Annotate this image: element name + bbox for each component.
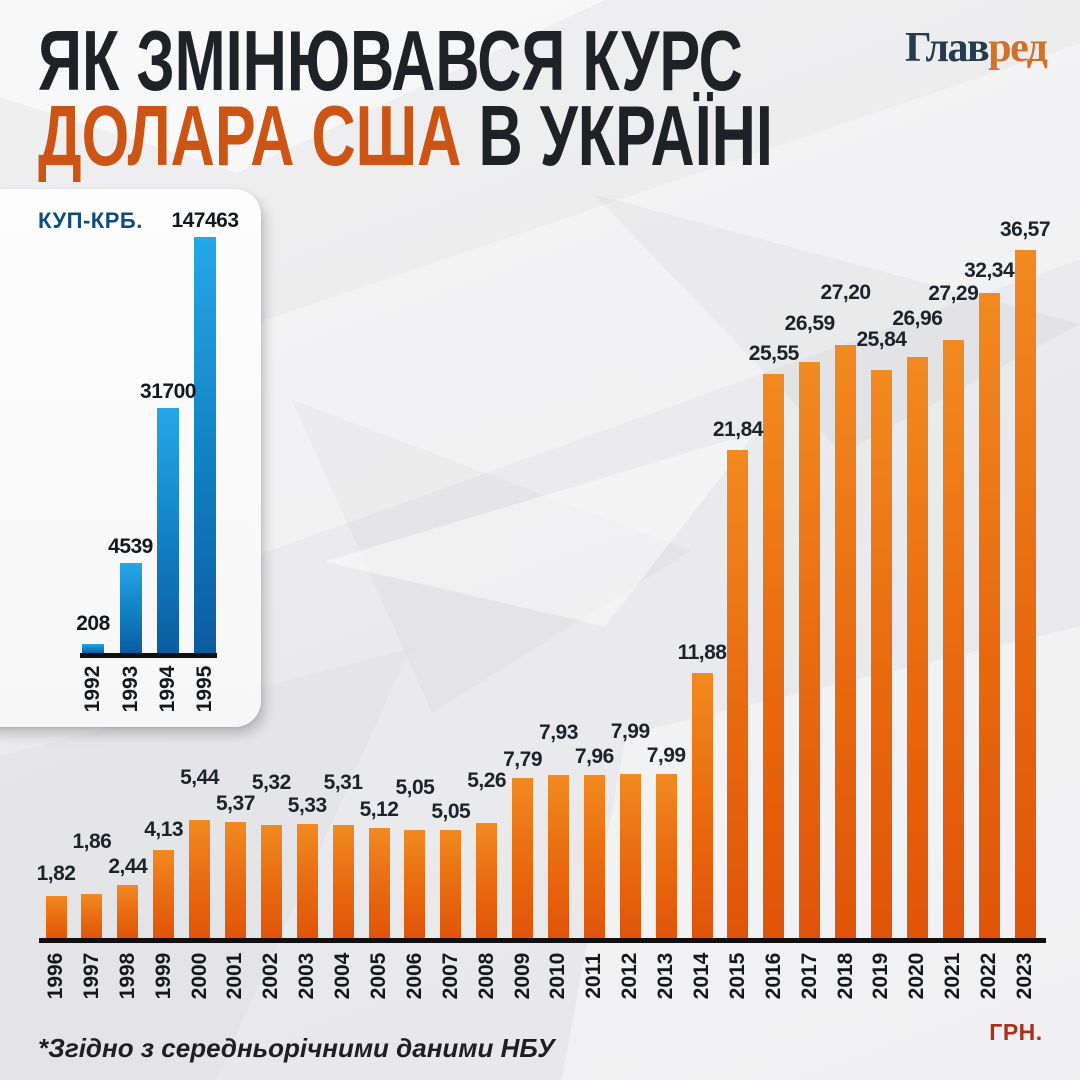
bar-value-label-2015: 21,84	[712, 418, 764, 441]
bar-value-label-2010: 7,93	[539, 721, 578, 744]
x-axis-label-1998: 1998	[115, 952, 139, 1000]
bar-value-label-2021: 27,29	[928, 282, 979, 305]
bar-2012	[619, 774, 641, 940]
x-axis-label-2004: 2004	[331, 952, 355, 1000]
bar-1996	[45, 896, 67, 940]
x-axis-label-1999: 1999	[151, 952, 175, 1000]
x-axis-label-2003: 2003	[295, 952, 319, 1000]
logo-part-orange: ред	[988, 25, 1048, 71]
x-axis-label-2017: 2017	[797, 952, 821, 1000]
bar-2021	[942, 340, 964, 940]
bar-2001	[224, 822, 246, 940]
page-title-rest: В УКРАЇНІ	[478, 89, 773, 184]
bar-2007	[440, 830, 462, 940]
bar-2002	[260, 825, 282, 940]
x-axis-label-2000: 2000	[187, 952, 211, 1000]
bar-2016	[763, 374, 785, 940]
bar-value-label-2007: 5,05	[431, 800, 471, 823]
x-axis-label-2009: 2009	[510, 952, 534, 1000]
page-title-accent: ДОЛАРА США	[38, 89, 462, 184]
bar-value-label-2014: 11,88	[677, 641, 727, 664]
bar-value-label-2005: 5,12	[359, 798, 399, 821]
x-axis-label-2022: 2022	[977, 952, 1001, 1000]
x-axis-label-2012: 2012	[618, 952, 642, 1000]
bar-value-label-2013: 7,99	[646, 744, 686, 767]
bar-2004	[332, 825, 354, 940]
bar-value-label-2002: 5,32	[251, 771, 291, 794]
bar-2014	[691, 673, 713, 940]
bar-2006	[404, 830, 426, 940]
x-axis-label-2015: 2015	[725, 952, 749, 1000]
x-axis-label-2020: 2020	[905, 952, 929, 1000]
x-axis-label-2023: 2023	[1013, 952, 1037, 1000]
bar-2020	[906, 357, 928, 940]
bar-value-label-2022: 32,34	[964, 259, 1015, 282]
bar-2011	[583, 775, 605, 940]
bar-value-label-2004: 5,31	[323, 771, 363, 794]
x-axis-label-2010: 2010	[546, 952, 570, 1000]
x-axis-label-2006: 2006	[402, 952, 426, 1000]
bar-value-label-1996: 1,82	[36, 862, 76, 885]
inset-chart-card	[0, 189, 261, 727]
logo-part-navy: Глав	[905, 25, 990, 71]
bar-value-label-2003: 5,33	[287, 794, 327, 817]
bar-value-label-2001: 5,37	[216, 792, 255, 815]
bar-value-label-2009: 7,79	[503, 748, 542, 771]
bar-value-label-2023: 36,57	[999, 218, 1051, 241]
bar-value-label-2020: 26,96	[892, 307, 943, 330]
bar-value-label-2000: 5,44	[180, 766, 219, 789]
inset-unit-label: КУП-КРБ.	[38, 208, 143, 233]
x-axis-label-2005: 2005	[367, 952, 390, 1000]
x-axis-label-2016: 2016	[761, 952, 785, 1000]
bar-2019	[870, 370, 892, 940]
source-footnote: *Згідно з середньорічними даними НБУ	[38, 1033, 555, 1063]
x-axis-label-2011: 2011	[582, 953, 606, 999]
bar-2003	[296, 824, 318, 940]
bar-value-label-2017: 26,59	[784, 312, 836, 335]
bar-value-label-2006: 5,05	[395, 776, 435, 799]
bar-2013	[655, 774, 677, 940]
bar-2005	[368, 828, 390, 940]
x-axis-label-2007: 2007	[438, 952, 462, 1000]
bar-2015	[727, 450, 749, 940]
x-axis-label-2018: 2018	[833, 952, 857, 1000]
x-axis-label-1997: 1997	[79, 952, 103, 1000]
x-axis-label-2021: 2021	[941, 952, 965, 1000]
bar-value-label-2018: 27,20	[820, 281, 872, 304]
bar-value-label-2008: 5,26	[467, 769, 507, 792]
x-axis-label-2013: 2013	[654, 952, 678, 1000]
page-title-line2: ДОЛАРА США В УКРАЇНІ	[38, 94, 773, 179]
bar-value-label-2019: 25,84	[856, 328, 907, 351]
bar-2009	[512, 778, 534, 940]
bar-value-label-2012: 7,99	[610, 720, 650, 743]
bar-1999	[153, 850, 175, 940]
x-axis-label-2001: 2001	[223, 952, 247, 1000]
bar-2000	[189, 820, 211, 940]
bar-2022	[978, 293, 1000, 940]
bar-2018	[835, 345, 857, 940]
page-title: ЯК ЗМІНЮВАВСЯ КУРС ДОЛАРА США В УКРАЇНІ	[38, 14, 773, 179]
bar-value-label-1998: 2,44	[108, 855, 148, 878]
bar-2010	[547, 775, 569, 940]
x-axis-label-2019: 2019	[869, 952, 893, 1000]
bar-value-label-1999: 4,13	[144, 818, 184, 841]
x-axis-label-2008: 2008	[474, 952, 498, 1000]
glavred-logo: Главред	[905, 24, 1048, 72]
bar-2017	[799, 362, 821, 940]
bar-value-label-2016: 25,55	[748, 342, 800, 365]
bar-2008	[476, 823, 498, 940]
x-axis-label-2014: 2014	[690, 952, 714, 1000]
page-title-line1: ЯК ЗМІНЮВАВСЯ КУРС	[38, 14, 743, 109]
x-axis-label-1996: 1996	[44, 952, 67, 1000]
bar-value-label-1997: 1,86	[72, 830, 112, 853]
main-x-axis-line	[39, 938, 1046, 943]
main-unit-label: ГРН.	[989, 1019, 1043, 1045]
bar-2023	[1014, 250, 1036, 940]
bar-1998	[117, 885, 139, 940]
x-axis-label-2002: 2002	[259, 952, 283, 1000]
bar-value-label-2011: 7,96	[574, 745, 614, 768]
bar-1997	[81, 894, 103, 940]
